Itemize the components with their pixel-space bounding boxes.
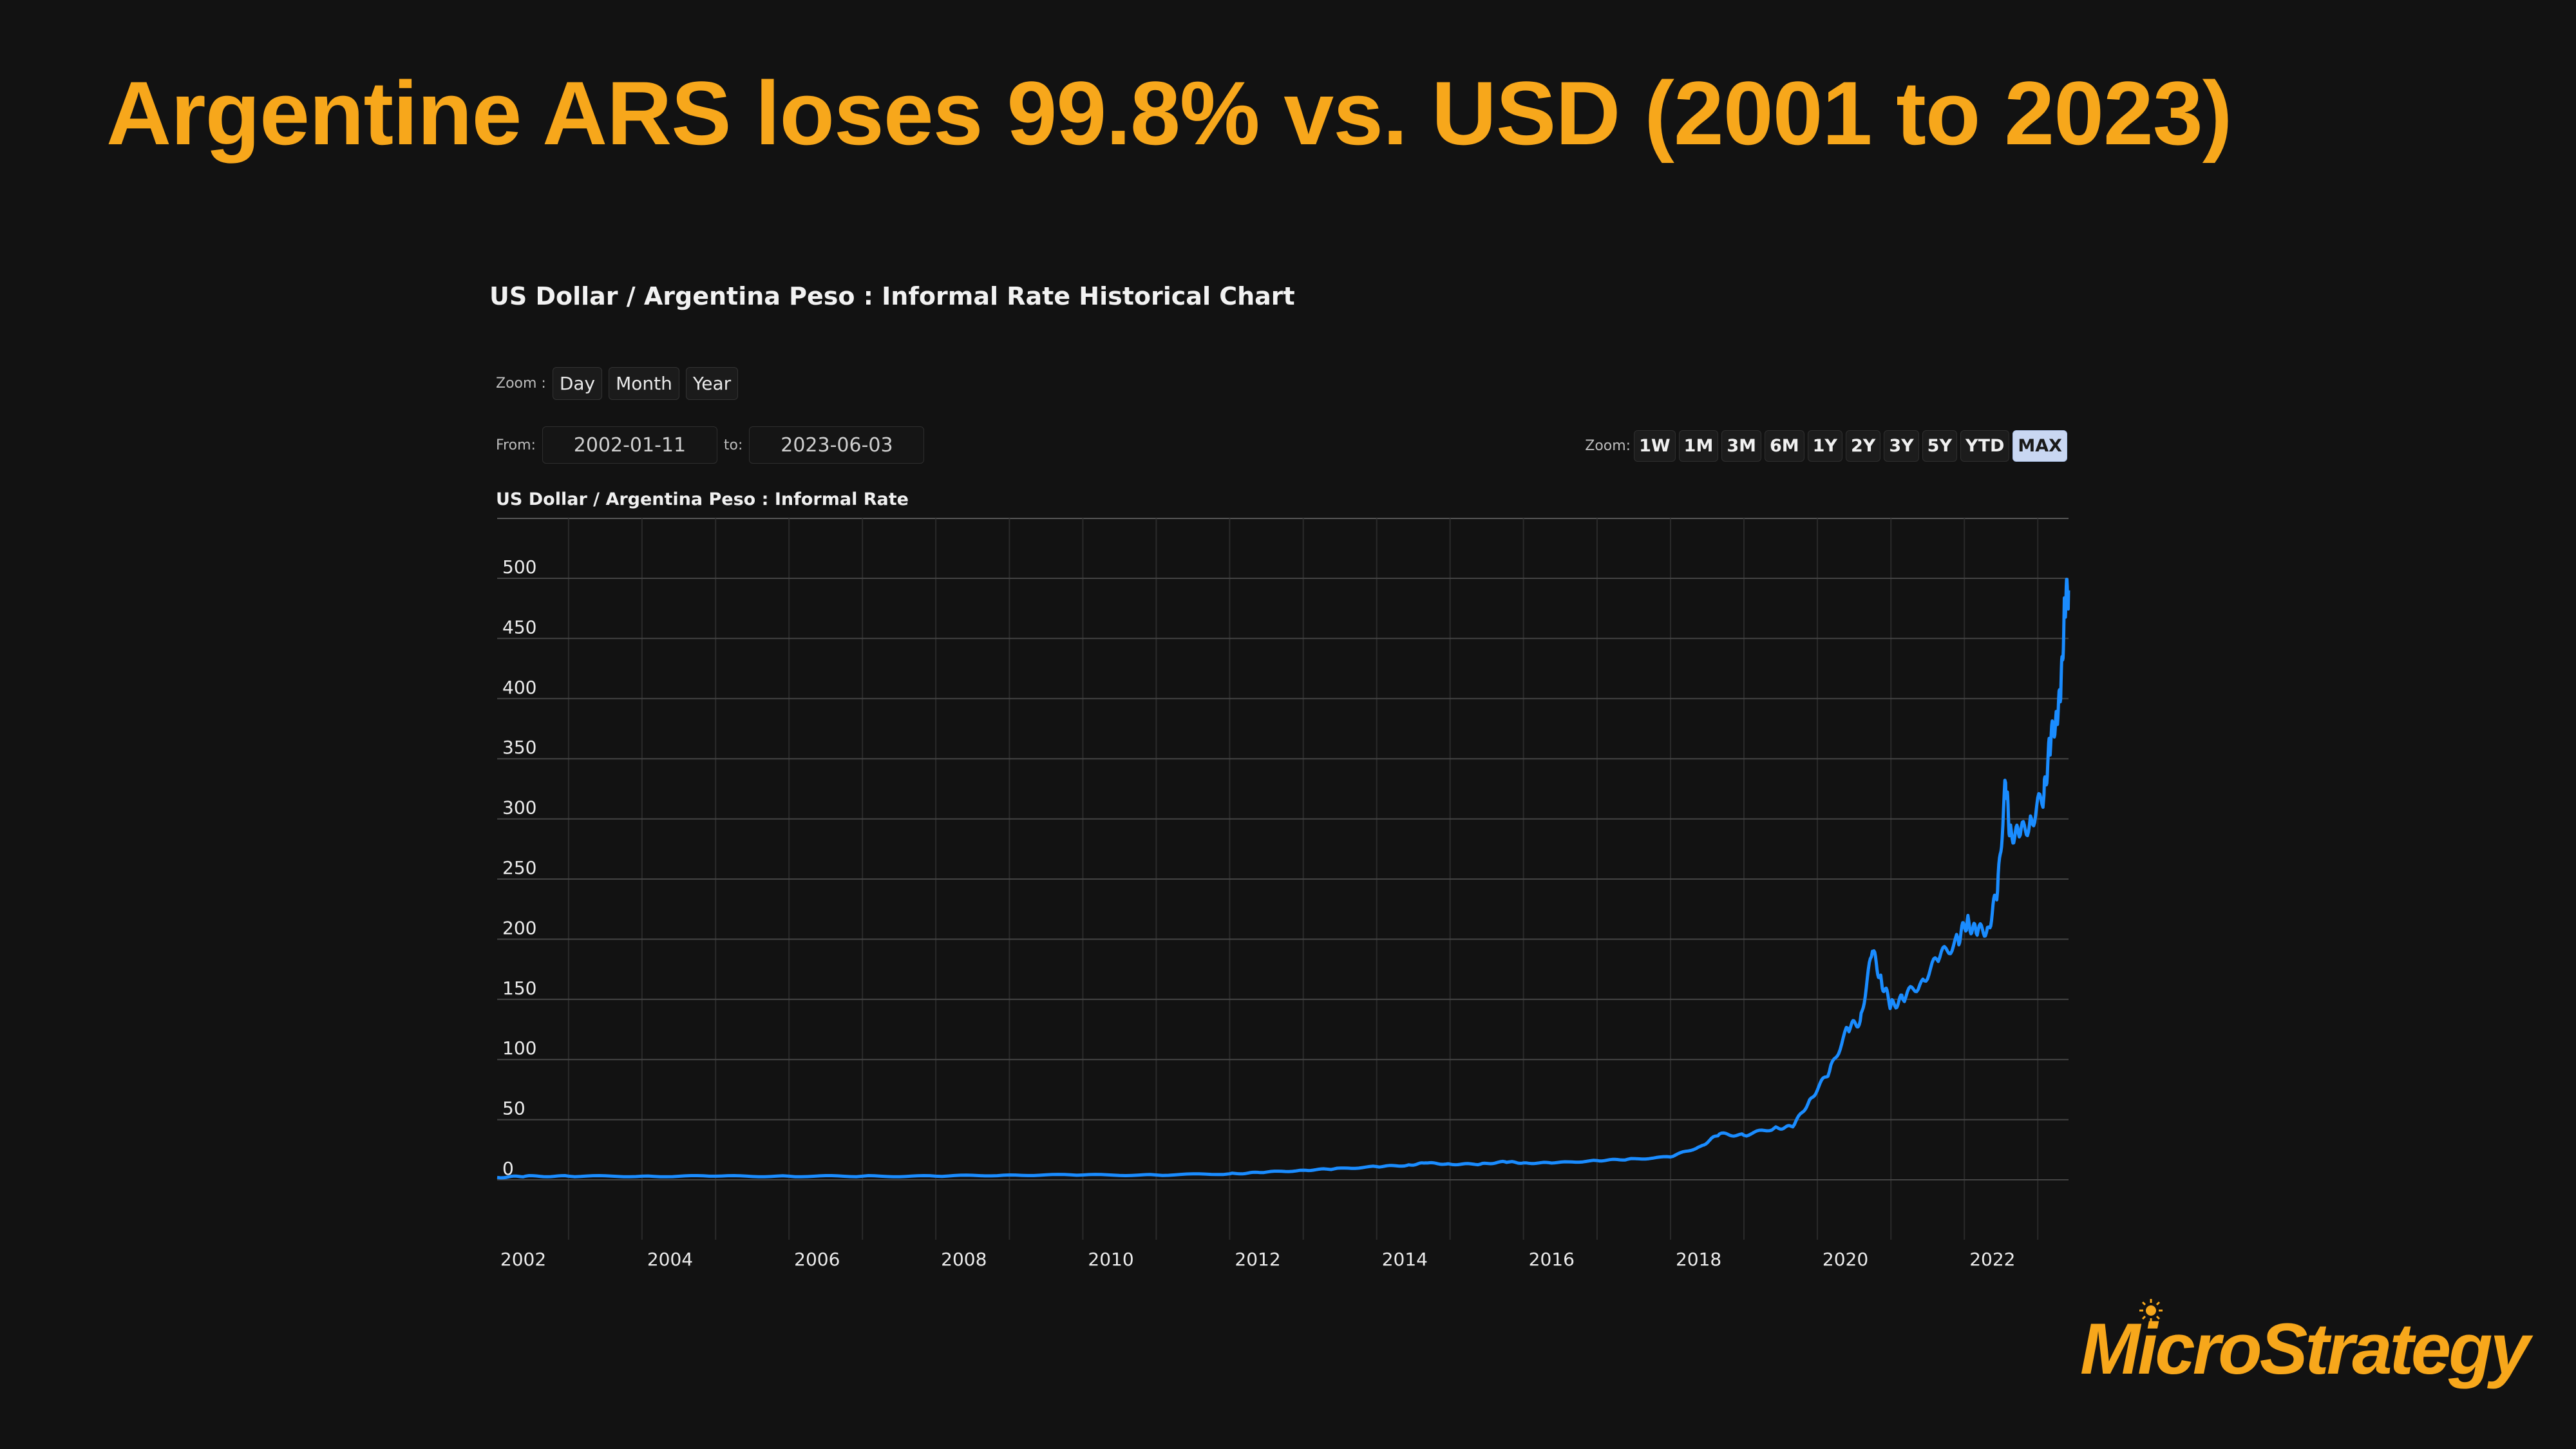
range-zoom-group: Zoom: 1W 1M 3M 6M 1Y 2Y 3Y 5Y YTD MAX xyxy=(1585,430,2067,462)
y-tick-label: 400 xyxy=(502,677,536,698)
y-tick-label: 350 xyxy=(502,737,536,758)
from-date-input[interactable]: 2002-01-11 xyxy=(542,426,717,464)
y-tick-label: 0 xyxy=(502,1158,514,1179)
slide-title: Argentine ARS loses 99.8% vs. USD (2001 … xyxy=(106,62,2232,164)
to-label: to: xyxy=(723,437,743,453)
range-5y-button[interactable]: 5Y xyxy=(1922,430,1958,462)
y-tick-label: 250 xyxy=(502,857,536,878)
x-tick-label: 2016 xyxy=(1529,1249,1575,1270)
range-3y-button[interactable]: 3Y xyxy=(1884,430,1919,462)
range-zoom-label: Zoom: xyxy=(1585,438,1631,454)
y-tick-label: 50 xyxy=(502,1098,526,1119)
zoom-day-button[interactable]: Day xyxy=(552,367,603,400)
x-tick-label: 2004 xyxy=(647,1249,693,1270)
zoom-label: Zoom : xyxy=(496,375,546,392)
x-tick-label: 2010 xyxy=(1088,1249,1133,1270)
range-6m-button[interactable]: 6M xyxy=(1764,430,1804,462)
x-tick-label: 2014 xyxy=(1382,1249,1428,1270)
to-date-input[interactable]: 2023-06-03 xyxy=(749,426,925,464)
range-1m-button[interactable]: 1M xyxy=(1678,430,1719,462)
range-2y-button[interactable]: 2Y xyxy=(1845,430,1881,462)
x-tick-label: 2020 xyxy=(1823,1249,1868,1270)
y-tick-label: 450 xyxy=(502,616,536,638)
range-1w-button[interactable]: 1W xyxy=(1634,430,1676,462)
range-3m-button[interactable]: 3M xyxy=(1721,430,1761,462)
y-tick-label: 200 xyxy=(502,917,536,938)
range-max-button[interactable]: MAX xyxy=(2012,430,2067,462)
range-1y-button[interactable]: 1Y xyxy=(1807,430,1842,462)
sun-icon xyxy=(2139,1299,2163,1322)
range-ytd-button[interactable]: YTD xyxy=(1960,430,2010,462)
series-line xyxy=(497,578,2070,1180)
x-tick-label: 2018 xyxy=(1676,1249,1721,1270)
date-range-group: From: 2002-01-11 to: 2023-06-03 xyxy=(496,426,925,464)
zoom-month-button[interactable]: Month xyxy=(609,367,679,400)
zoom-year-button[interactable]: Year xyxy=(685,367,739,400)
zoom-granularity-group: Zoom : Day Month Year xyxy=(496,367,739,400)
y-tick-label: 500 xyxy=(502,556,536,578)
chart-title: US Dollar / Argentina Peso : Informal Ra… xyxy=(489,282,1295,310)
x-tick-label: 2022 xyxy=(1969,1249,2015,1270)
y-tick-label: 100 xyxy=(502,1037,536,1059)
x-tick-label: 2006 xyxy=(794,1249,840,1270)
y-tick-label: 300 xyxy=(502,797,536,819)
x-tick-label: 2008 xyxy=(941,1249,987,1270)
y-tick-label: 150 xyxy=(502,978,536,999)
x-tick-label: 2012 xyxy=(1235,1249,1280,1270)
series-title: US Dollar / Argentina Peso : Informal Ra… xyxy=(496,489,909,509)
microstrategy-logo: MicroStrategy xyxy=(2080,1309,2530,1389)
x-tick-label: 2002 xyxy=(500,1249,546,1270)
from-label: From: xyxy=(496,437,536,453)
